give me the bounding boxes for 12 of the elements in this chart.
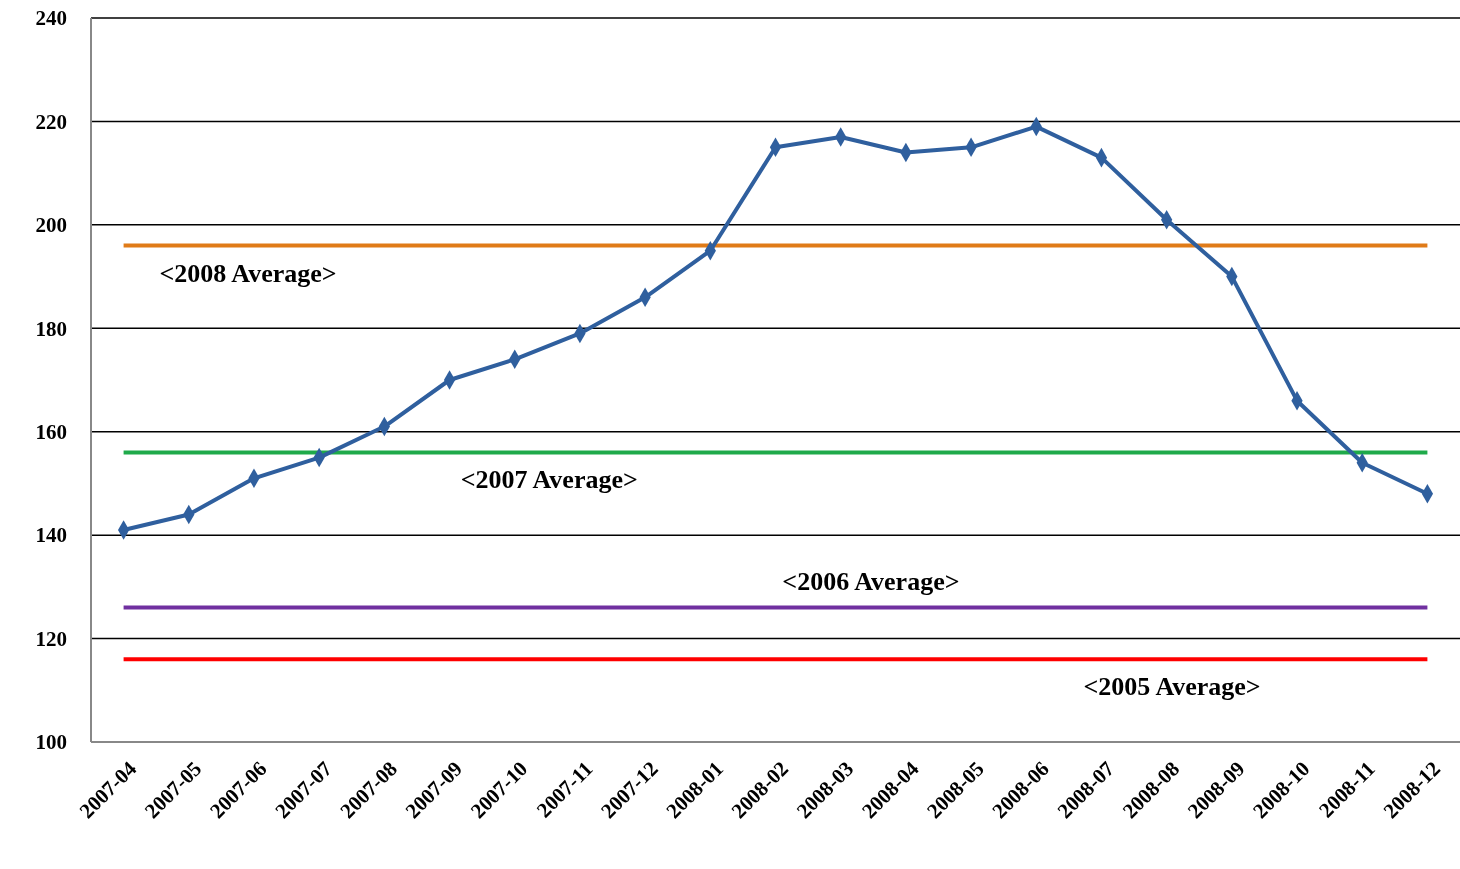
y-tick-label: 240 [35, 6, 67, 31]
y-tick-label: 160 [35, 420, 67, 445]
y-tick-label: 200 [35, 213, 67, 238]
ref-line-label: <2008 Average> [159, 258, 337, 288]
y-tick-label: 220 [35, 109, 67, 134]
ref-line-label: <2006 Average> [782, 566, 960, 596]
y-tick-label: 120 [35, 626, 67, 651]
ref-line-label: <2007 Average> [460, 465, 638, 495]
y-tick-label: 100 [35, 730, 67, 755]
y-tick-label: 180 [35, 316, 67, 341]
y-tick-label: 140 [35, 523, 67, 548]
ref-line-label: <2005 Average> [1083, 672, 1261, 702]
